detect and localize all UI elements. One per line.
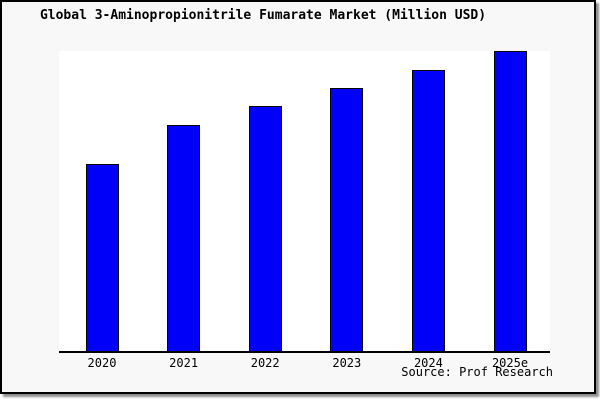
source-credit: Source: Prof Research [401, 365, 553, 379]
x-tick-label-2025e: 2025e [491, 356, 529, 370]
plot-area: 2020 2021 2022 2023 2024 2025e [59, 51, 550, 370]
bar-2022 [248, 106, 282, 351]
bar-2021 [167, 125, 201, 351]
bar-2023 [330, 88, 364, 351]
chart-title: Global 3-Aminopropionitrile Fumarate Mar… [39, 8, 487, 23]
x-tick-label-2023: 2023 [332, 356, 362, 370]
chart-window: Global 3-Aminopropionitrile Fumarate Mar… [0, 0, 596, 394]
x-tick-label-2020: 2020 [87, 356, 117, 370]
x-tick-label-2021: 2021 [169, 356, 199, 370]
bar-2024 [411, 69, 445, 351]
bar-2025e [493, 51, 527, 351]
x-tick-label-2022: 2022 [250, 356, 280, 370]
bar-2020 [85, 163, 119, 351]
x-tick-label-2024: 2024 [413, 356, 443, 370]
